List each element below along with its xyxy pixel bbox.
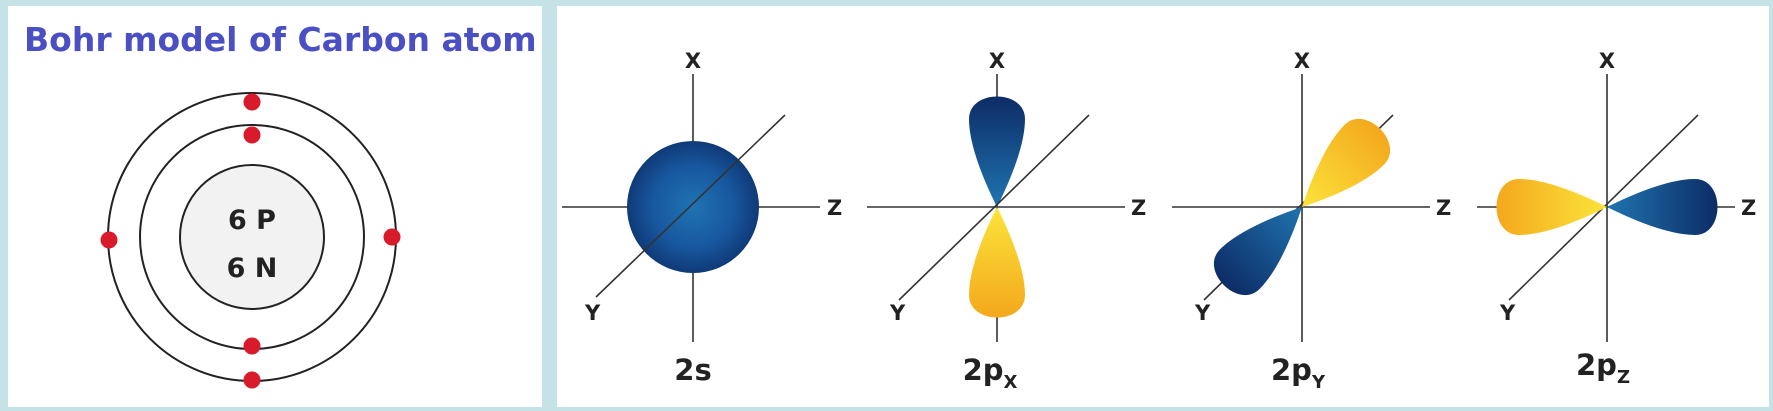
2py-axis-z-label: Z — [1436, 196, 1451, 220]
2s-axis-x-label: X — [685, 49, 701, 73]
2s-label: 2s — [674, 353, 711, 387]
2s-sphere — [627, 141, 759, 273]
orbital-2py: X Z Y 2pY — [1172, 49, 1451, 393]
2py-axis-y-label: Y — [1194, 301, 1211, 325]
orbital-2pz: X Z Y 2pZ — [1477, 49, 1756, 388]
nucleus-neutrons: 6 N — [227, 253, 278, 284]
electron-outer-bottom — [243, 371, 261, 389]
electron-outer-right — [383, 228, 401, 246]
bohr-model-panel: Bohr model of Carbon atom 6 P 6 N — [8, 6, 542, 407]
2pz-axis-y-label: Y — [1499, 301, 1516, 325]
bohr-diagram: 6 P 6 N — [100, 92, 401, 389]
bohr-title: Bohr model of Carbon atom — [24, 20, 537, 59]
2py-axis-x-label: X — [1294, 49, 1310, 73]
electron-outer-top — [243, 93, 261, 111]
2px-axis-z-label: Z — [1131, 196, 1146, 220]
electron-outer-left — [100, 231, 118, 249]
2px-label: 2pX — [963, 353, 1018, 393]
orbital-2s: X Z Y 2s — [562, 49, 842, 387]
2px-axis-y-label: Y — [889, 301, 906, 325]
2pz-label: 2pZ — [1576, 348, 1630, 388]
orbital-2px: X Z Y 2pX — [867, 49, 1146, 393]
electron-inner-bottom — [243, 337, 261, 355]
2s-axis-z-label: Z — [827, 196, 842, 220]
nucleus-protons: 6 P — [228, 205, 276, 236]
2s-axis-y-label: Y — [584, 301, 601, 325]
nucleus — [179, 164, 325, 310]
2pz-axis-z-label: Z — [1741, 196, 1756, 220]
2px-axis-x-label: X — [989, 49, 1005, 73]
2py-label: 2pY — [1271, 353, 1326, 393]
2pz-axis-x-label: X — [1599, 49, 1615, 73]
electron-inner-top — [243, 126, 261, 144]
